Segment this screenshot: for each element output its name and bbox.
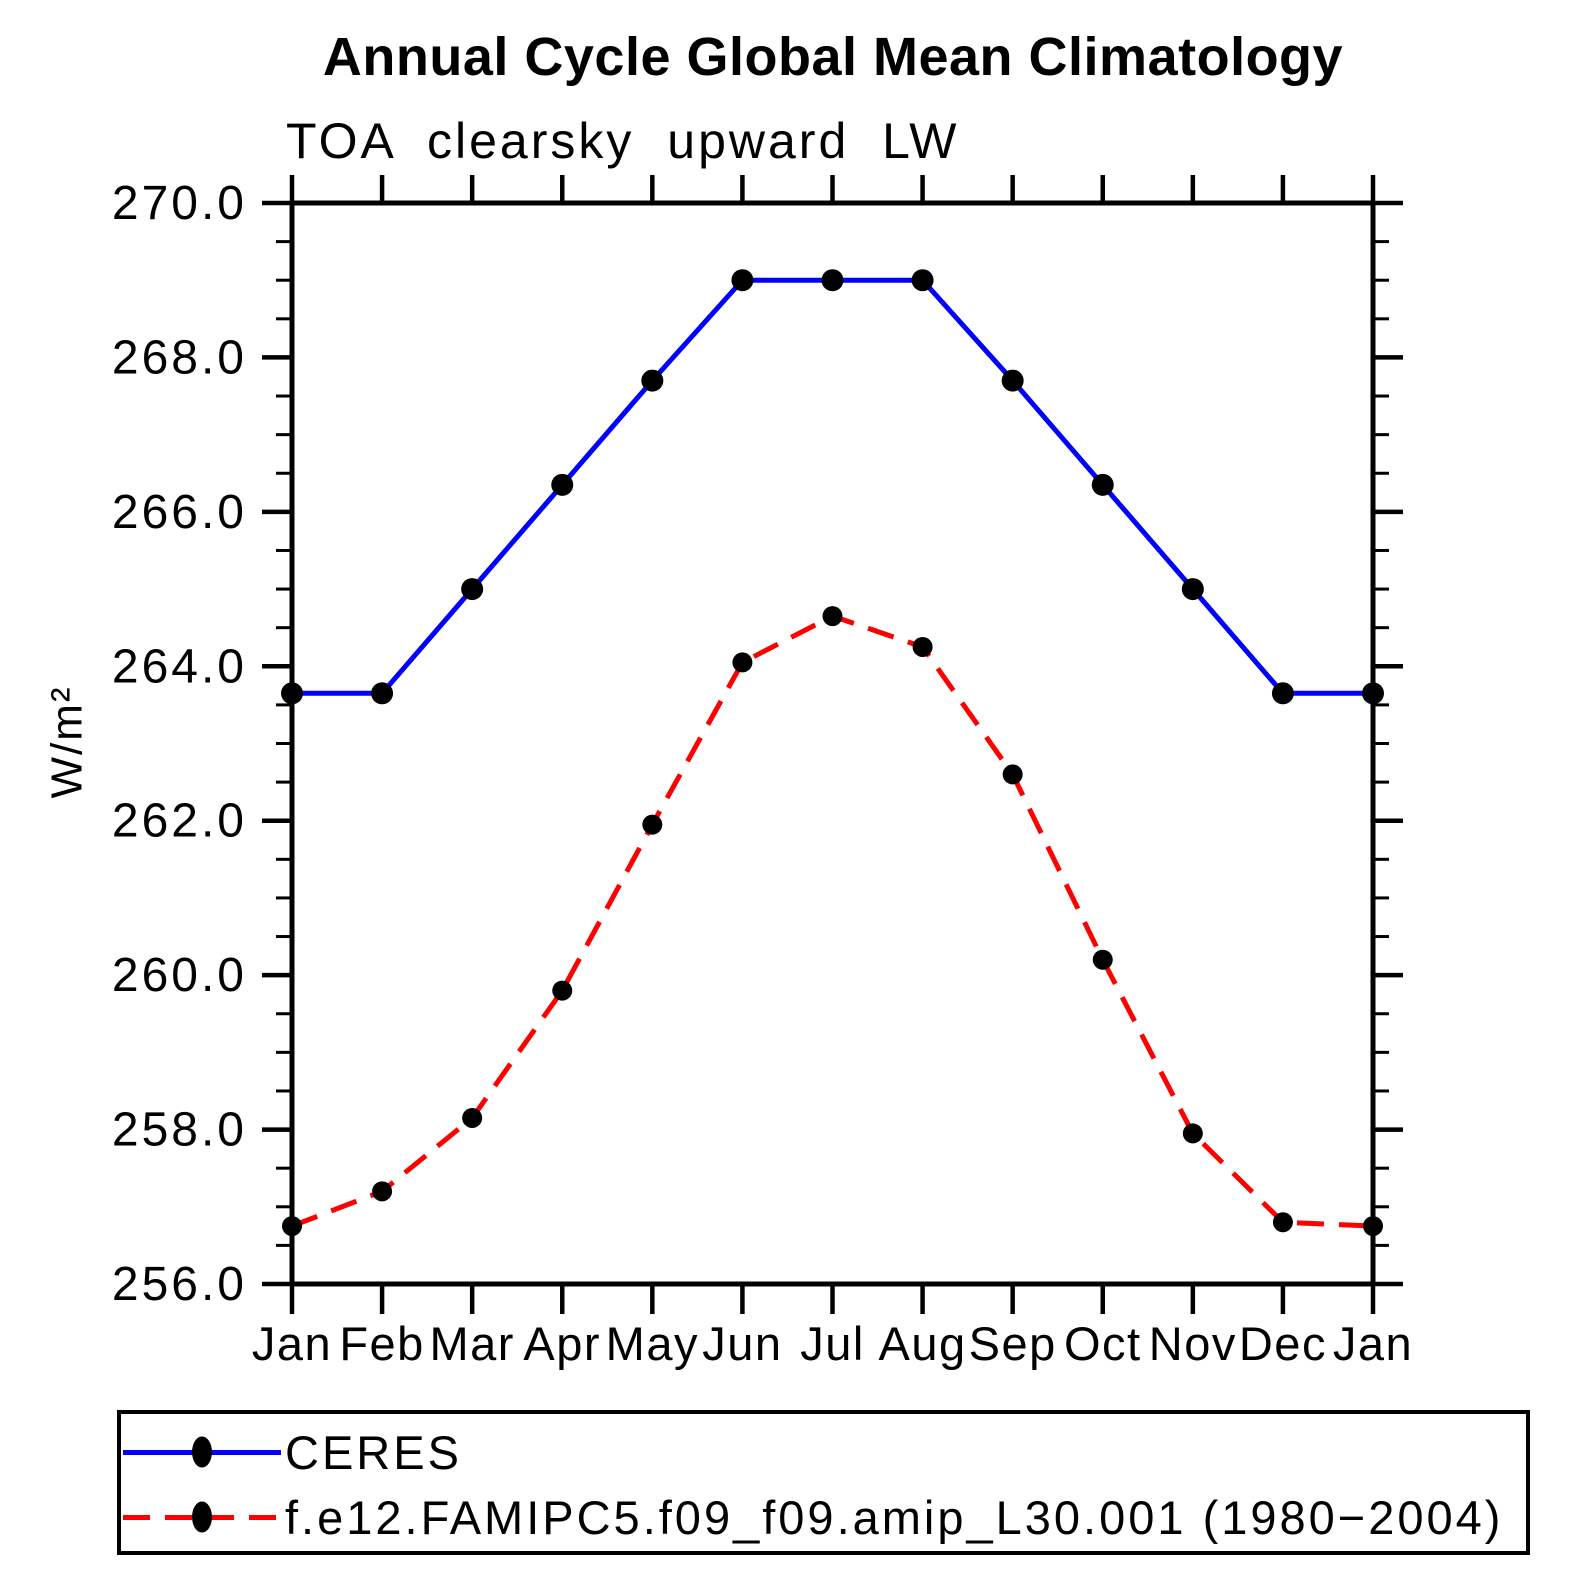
y-tick-label: 256.0 <box>112 1258 247 1311</box>
data-point-marker-model <box>1272 1212 1293 1233</box>
x-tick-label: Jun <box>702 1317 782 1370</box>
y-tick-label: 270.0 <box>112 177 247 230</box>
data-point-marker-model <box>1092 949 1113 970</box>
x-tick-label: Jan <box>1333 1317 1413 1370</box>
y-tick-label: 260.0 <box>112 949 247 1002</box>
data-point-marker-ceres <box>281 682 303 705</box>
data-point-marker-ceres <box>1091 473 1114 496</box>
legend-item-ceres: CERES <box>123 1426 462 1479</box>
data-point-marker-ceres <box>821 269 844 292</box>
legend: CERES f.e12.FAMIPC5.f09_f09.amip_L30.001… <box>117 1410 1530 1555</box>
y-tick-label: 262.0 <box>112 795 247 848</box>
data-point-marker-model <box>732 652 753 673</box>
data-point-marker-model <box>1363 1216 1383 1237</box>
data-point-marker-model <box>642 814 663 835</box>
data-point-marker-model <box>1182 1123 1203 1144</box>
data-point-marker-model <box>462 1107 483 1128</box>
data-point-marker-model <box>822 606 843 627</box>
legend-marker-model <box>192 1501 212 1533</box>
y-tick-label: 266.0 <box>112 486 247 539</box>
data-point-marker-model <box>552 980 573 1001</box>
x-tick-label: Jul <box>800 1317 865 1370</box>
legend-marker-ceres <box>192 1436 212 1468</box>
data-point-marker-ceres <box>1362 682 1384 705</box>
x-tick-label: Mar <box>429 1317 514 1370</box>
data-point-marker-ceres <box>1271 682 1294 705</box>
x-tick-label: Sep <box>969 1317 1057 1370</box>
data-point-marker-ceres <box>1181 578 1204 601</box>
x-tick-label: Oct <box>1064 1317 1142 1370</box>
x-tick-label: Feb <box>339 1317 425 1370</box>
data-point-marker-ceres <box>1001 369 1024 392</box>
y-tick-label: 268.0 <box>112 331 247 384</box>
data-point-marker-model <box>282 1216 302 1237</box>
data-point-marker-model <box>912 636 933 657</box>
y-tick-label: 258.0 <box>112 1104 247 1157</box>
data-point-marker-ceres <box>911 269 934 292</box>
x-tick-label: Jan <box>252 1317 332 1370</box>
legend-line-sample-model <box>123 1501 281 1533</box>
chart-title: Annual Cycle Global Mean Climatology <box>322 27 1344 87</box>
x-tick-label: Aug <box>879 1317 967 1370</box>
data-point-marker-ceres <box>551 473 574 496</box>
y-tick-label: 264.0 <box>112 640 247 693</box>
series-line-model <box>291 613 1374 1229</box>
legend-label-ceres: CERES <box>285 1425 462 1479</box>
series-line-ceres <box>292 277 1373 696</box>
legend-label-model: f.e12.FAMIPC5.f09_f09.amip_L30.001 (1980… <box>285 1490 1504 1544</box>
x-tick-label: May <box>606 1317 699 1370</box>
data-point-marker-ceres <box>461 578 484 601</box>
data-point-marker-ceres <box>731 269 754 292</box>
chart-subtitle: TOA clearsky upward LW <box>286 113 960 169</box>
data-point-marker-model <box>1002 764 1023 785</box>
legend-line-sample-ceres <box>123 1436 281 1468</box>
data-point-marker-ceres <box>641 369 664 392</box>
data-point-marker-model <box>372 1181 393 1202</box>
x-tick-label: Apr <box>523 1317 601 1370</box>
data-point-marker-ceres <box>371 682 394 705</box>
legend-item-model: f.e12.FAMIPC5.f09_f09.amip_L30.001 (1980… <box>123 1491 1503 1544</box>
x-tick-label: Dec <box>1239 1317 1327 1370</box>
x-tick-label: Nov <box>1149 1317 1237 1370</box>
